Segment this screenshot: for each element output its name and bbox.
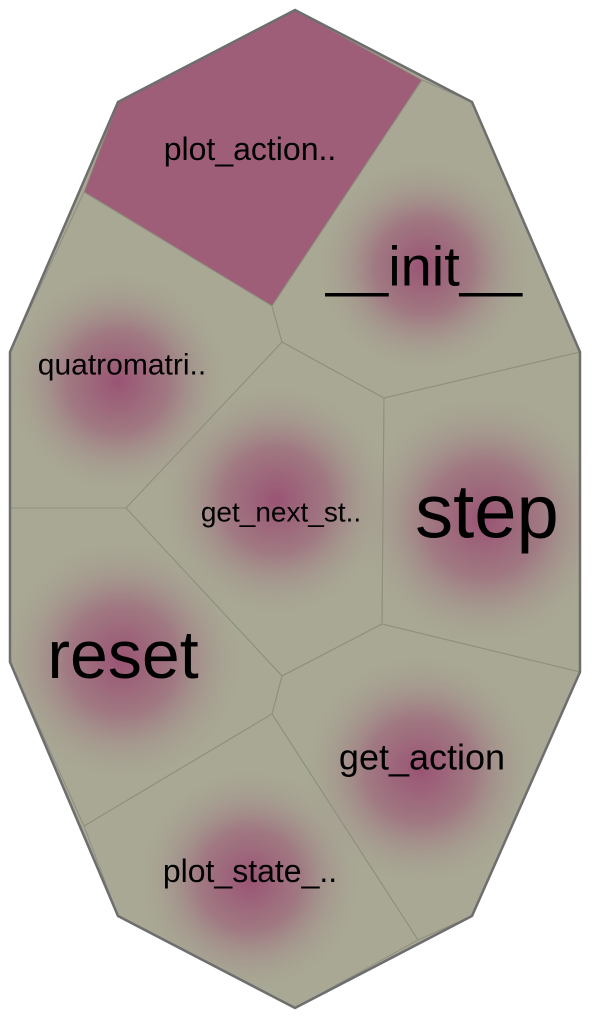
label-init: __init__ xyxy=(325,235,523,298)
glow-step xyxy=(354,390,580,650)
label-step: step xyxy=(415,470,559,555)
label-quatromatri: quatromatri.. xyxy=(38,349,206,382)
label-plot-state: plot_state_.. xyxy=(163,853,337,889)
label-plot-action: plot_action.. xyxy=(164,131,337,167)
glow-get-action xyxy=(300,650,540,890)
glow-plot-state xyxy=(135,765,365,995)
glow-get-next-st xyxy=(156,380,396,620)
label-get-action: get_action xyxy=(339,737,505,778)
cell-step[interactable] xyxy=(381,351,580,673)
glow-init xyxy=(314,156,534,376)
treemap-outline-border xyxy=(8,8,582,1010)
label-reset: reset xyxy=(47,617,198,693)
glow-reset xyxy=(10,535,247,785)
label-get-next-st: get_next_st.. xyxy=(201,497,361,528)
